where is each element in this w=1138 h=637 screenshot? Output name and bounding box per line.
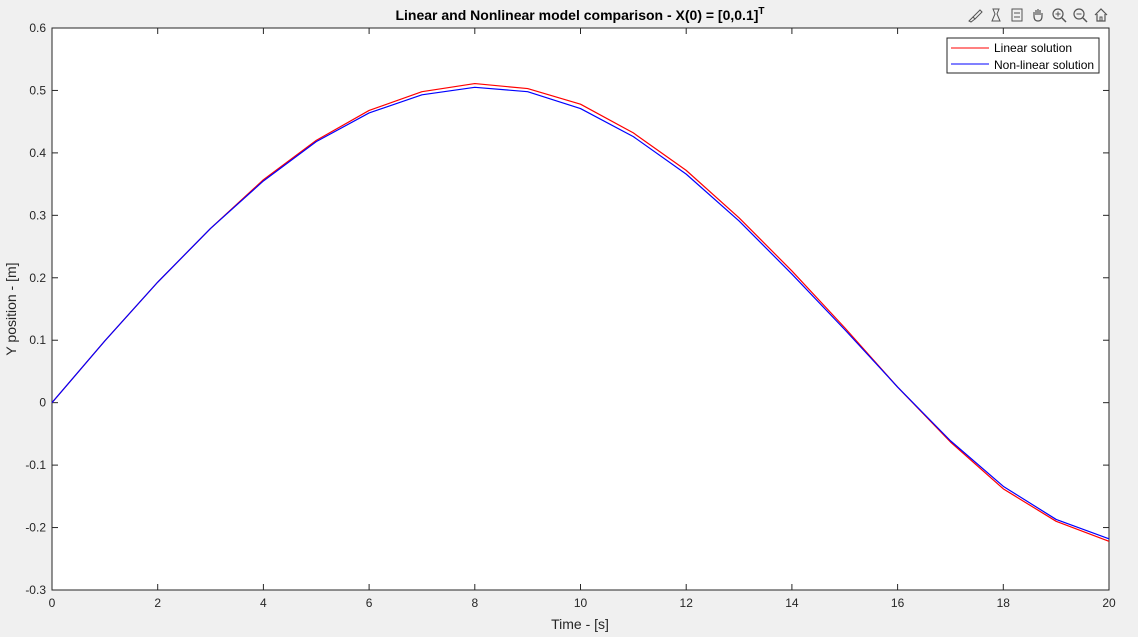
y-tick-label: 0.2: [29, 271, 46, 285]
x-axis-label: Time - [s]: [551, 616, 609, 632]
x-tick-label: 12: [680, 596, 694, 610]
zoom-out-icon[interactable]: [1071, 6, 1089, 24]
y-tick-label: 0.3: [29, 208, 46, 222]
y-tick-label: 0.1: [29, 333, 46, 347]
series-line-nonlinear[interactable]: [51, 86, 1110, 540]
brush-icon[interactable]: [966, 6, 984, 24]
x-tick-label: 6: [366, 596, 373, 610]
x-tick-label: 20: [1102, 596, 1116, 610]
x-tick-label: 8: [471, 596, 478, 610]
y-tick-label: -0.2: [25, 521, 46, 535]
y-tick-label: -0.1: [25, 458, 46, 472]
axes-box[interactable]: [51, 27, 1110, 591]
y-axis-label: Y position - [m]: [3, 262, 19, 355]
legend[interactable]: Linear solution Non-linear solution: [946, 37, 1100, 74]
legend-icon[interactable]: [1008, 6, 1026, 24]
data-tips-icon[interactable]: [987, 6, 1005, 24]
x-tick-label: 14: [785, 596, 799, 610]
x-tick-label: 16: [891, 596, 905, 610]
title-superscript: T: [758, 6, 764, 17]
x-tick-label: 0: [49, 596, 56, 610]
home-icon[interactable]: [1092, 6, 1110, 24]
x-tick-label: 4: [260, 596, 267, 610]
y-tick-label: -0.3: [25, 583, 46, 597]
y-tick-label: 0.4: [29, 146, 46, 160]
series-layer: [51, 82, 1110, 542]
x-tick-label: 18: [997, 596, 1011, 610]
legend-box: [946, 37, 1100, 74]
chart-title: Linear and Nonlinear model comparison - …: [395, 6, 764, 23]
y-tick-label: 0.6: [29, 21, 46, 35]
zoom-in-icon[interactable]: [1050, 6, 1068, 24]
x-tick-label: 10: [574, 596, 588, 610]
pan-icon[interactable]: [1029, 6, 1047, 24]
y-tick-label: 0.5: [29, 83, 46, 97]
legend-label-linear: Linear solution: [994, 41, 1072, 55]
x-tick-label: 2: [154, 596, 161, 610]
y-tick-label: 0: [39, 396, 46, 410]
axes-toolbar: [966, 6, 1110, 24]
legend-label-nonlinear: Non-linear solution: [994, 58, 1094, 72]
y-tick-group: -0.3 -0.2 -0.1 0 0.1 0.2 0.3 0.4 0.5 0.6: [25, 21, 1109, 597]
x-tick-group: 0 2 4 6 8 10 12 14 16 18 20: [49, 28, 1116, 610]
